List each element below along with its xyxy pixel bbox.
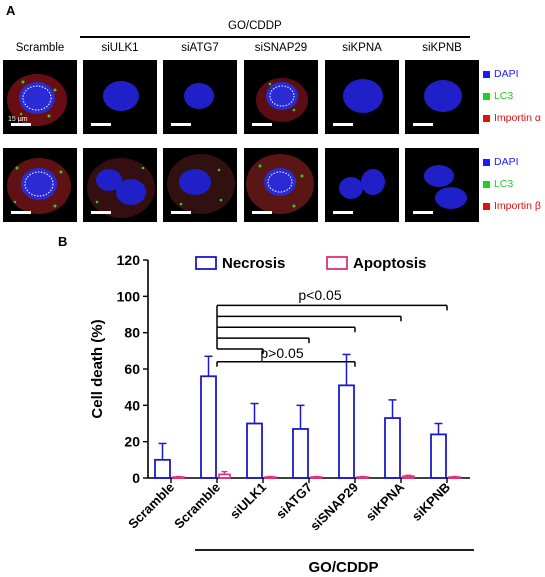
category-label: siKPNA (363, 479, 408, 524)
panel-a-condition-line (80, 36, 470, 38)
category-label: siSNAP29 (307, 480, 361, 534)
column-label-siatg7: siATG7 (181, 42, 219, 54)
category-label: siULK1 (227, 480, 269, 522)
column-label-sikpnb: siKPNB (422, 42, 462, 54)
scale-bar (11, 211, 31, 214)
scale-bar (171, 123, 191, 126)
category-label: Scramble (171, 480, 223, 532)
y-tick-label: 20 (124, 434, 140, 450)
column-label-sikpna: siKPNA (342, 42, 382, 54)
necrosis-bar (292, 428, 309, 479)
apoptosis-bar (402, 475, 415, 479)
row2-legend-dapi: DAPI (483, 156, 519, 168)
dapi-swatch (483, 158, 490, 166)
column-label-sisnap29: siSNAP29 (254, 42, 308, 54)
necrosis-bar (384, 417, 401, 479)
y-tick-label: 100 (117, 288, 141, 304)
legend-apoptosis-swatch (326, 256, 348, 270)
column-label-siulk1: siULK1 (101, 42, 139, 54)
y-tick-label: 0 (132, 470, 140, 486)
panel-a-letter: A (6, 3, 16, 18)
scale-bar (413, 211, 433, 214)
category-label: siATG7 (273, 480, 315, 522)
panel-b-condition-label: GO/CDDP (308, 559, 378, 576)
necrosis-bar (200, 375, 217, 479)
panel-a-condition-label: GO/CDDP (228, 20, 282, 32)
importin-swatch (483, 114, 490, 122)
legend-label: DAPI (494, 68, 519, 80)
scale-bar (252, 211, 272, 214)
row2-legend-importin-beta: Importin β (483, 200, 541, 212)
scale-bar (252, 123, 272, 126)
necrosis-bar (338, 384, 355, 479)
micrograph-row2-scramble (3, 148, 77, 222)
column-label-scramble: Scramble (15, 42, 65, 54)
row1-legend-lc3: LC3 (483, 90, 513, 102)
y-axis-label: Cell death (%) (89, 319, 106, 418)
micrograph-row1-sikpna (325, 60, 399, 134)
category-label: Scramble (125, 480, 177, 532)
necrosis-bar (154, 458, 171, 479)
legend-label: LC3 (494, 178, 514, 190)
micrograph-row2-siatg7 (163, 148, 237, 222)
panel-b-letter: B (58, 234, 68, 249)
cell-death-chart: 0 20 40 60 80 100 120 Cell death (%) ScrambleScr… (89, 252, 474, 576)
y-tick-label: 80 (124, 325, 140, 341)
importin-swatch (483, 202, 490, 210)
micrograph-row1-sikpnb (405, 60, 479, 134)
row2-legend-lc3: LC3 (483, 178, 513, 190)
scale-bar (91, 211, 111, 214)
chart-plot-area: 0 20 40 60 80 100 120 Cell death (%) ScrambleScr… (89, 252, 474, 576)
micrograph-row2-sisnap29 (244, 148, 318, 222)
category-label: siKPNB (409, 480, 453, 524)
legend-necrosis-swatch (195, 256, 217, 270)
necrosis-bar (430, 433, 447, 479)
micrograph-row2-siulk1 (83, 148, 157, 222)
scale-bar (91, 123, 111, 126)
scale-bar (333, 123, 353, 126)
micrograph-row1-sisnap29 (244, 60, 318, 134)
legend-label: DAPI (494, 156, 519, 168)
y-tick-label: 40 (124, 397, 140, 413)
legend-label: Importin β (494, 200, 541, 212)
scale-bar (333, 211, 353, 214)
dapi-swatch (483, 70, 490, 78)
scale-bar (171, 211, 191, 214)
legend-necrosis-label: Necrosis (222, 255, 285, 272)
p-value-not-significant: p>0.05 (260, 345, 303, 361)
p-value-significant: p<0.05 (298, 287, 341, 303)
apoptosis-bar (218, 473, 231, 479)
micrograph-row1-siulk1 (83, 60, 157, 134)
scale-bar-label: 15 μm (8, 116, 28, 123)
legend-label: Importin α (494, 112, 541, 124)
micrograph-row2-sikpnb (405, 148, 479, 222)
row1-legend-dapi: DAPI (483, 68, 519, 80)
micrograph-row1-scramble: 15 μm (3, 60, 77, 134)
y-tick-label: 60 (124, 361, 140, 377)
lc3-swatch (483, 180, 490, 188)
necrosis-bar (246, 422, 263, 479)
row1-legend-importin-alpha: Importin α (483, 112, 541, 124)
lc3-swatch (483, 92, 490, 100)
y-tick-label: 120 (117, 252, 141, 268)
scale-bar (11, 123, 31, 126)
micrograph-row2-sikpna (325, 148, 399, 222)
scale-bar (413, 123, 433, 126)
micrograph-row1-siatg7 (163, 60, 237, 134)
legend-apoptosis-label: Apoptosis (353, 255, 426, 272)
legend-label: LC3 (494, 90, 514, 102)
